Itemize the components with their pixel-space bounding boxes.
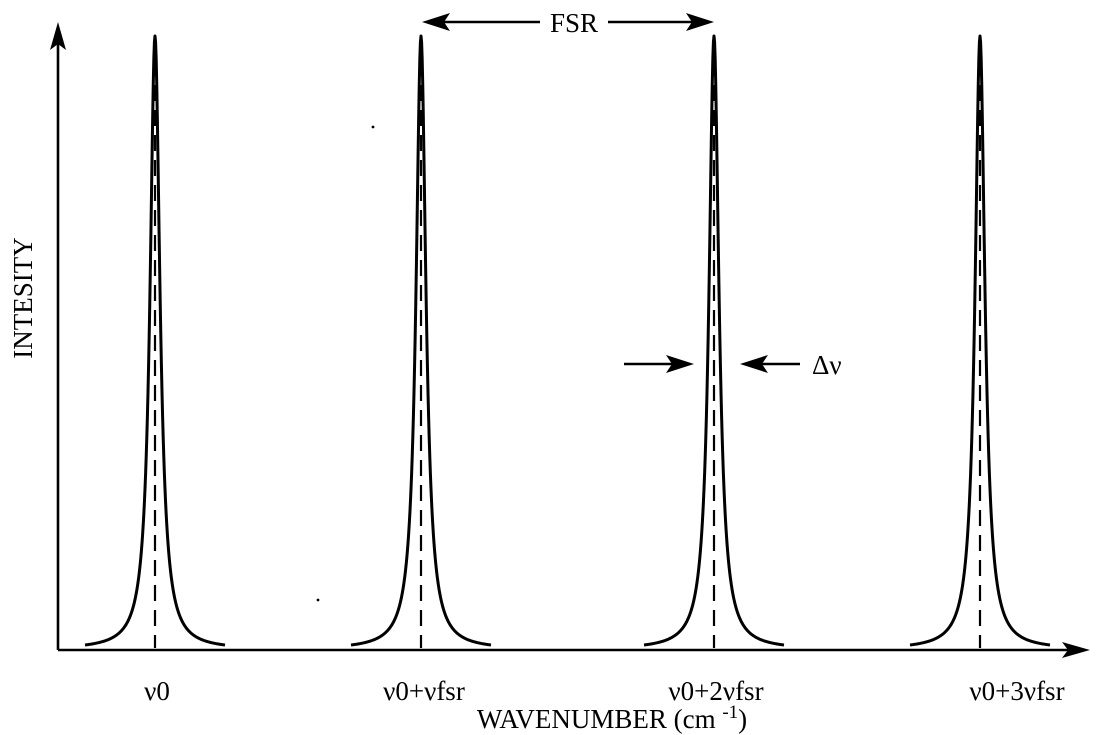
linewidth-arrowhead-right [740,355,768,373]
x-axis-title: WAVENUMBER (cm -1) [477,702,747,734]
axes [50,22,1090,658]
y-axis-title: INTESITY [8,237,38,358]
y-axis-arrowhead [50,22,66,50]
fsr-arrowhead-left [422,13,450,31]
stray-dot-upper [371,125,375,129]
linewidth-label: Δν [812,350,842,380]
peak-labels: ν0 ν0+νfsr ν0+2νfsr ν0+3νfsr [144,676,1064,706]
peak-label-3: ν0+3νfsr [969,676,1064,706]
fsr-annotation: FSR [422,8,714,38]
peak-label-0: ν0 [144,676,170,706]
peak-label-1: ν0+νfsr [383,676,465,706]
peak-curve-1 [350,34,492,647]
fsr-arrowhead-right [686,13,714,31]
transmission-peaks [84,34,1051,648]
x-axis-arrowhead [1062,642,1090,658]
fsr-label: FSR [550,8,598,38]
linewidth-arrowhead-left [666,355,694,373]
linewidth-annotation: Δν [624,350,842,380]
peak-curve-0 [84,34,226,647]
peak-label-2: ν0+2νfsr [668,676,763,706]
peak-curve-3 [909,34,1051,647]
x-axis-title-main: WAVENUMBER (cm [477,704,723,734]
stray-dot-lower [316,598,320,602]
x-axis-title-close: ) [738,704,747,734]
x-axis-title-exponent: -1 [722,702,738,723]
peak-curve-2 [643,34,785,647]
